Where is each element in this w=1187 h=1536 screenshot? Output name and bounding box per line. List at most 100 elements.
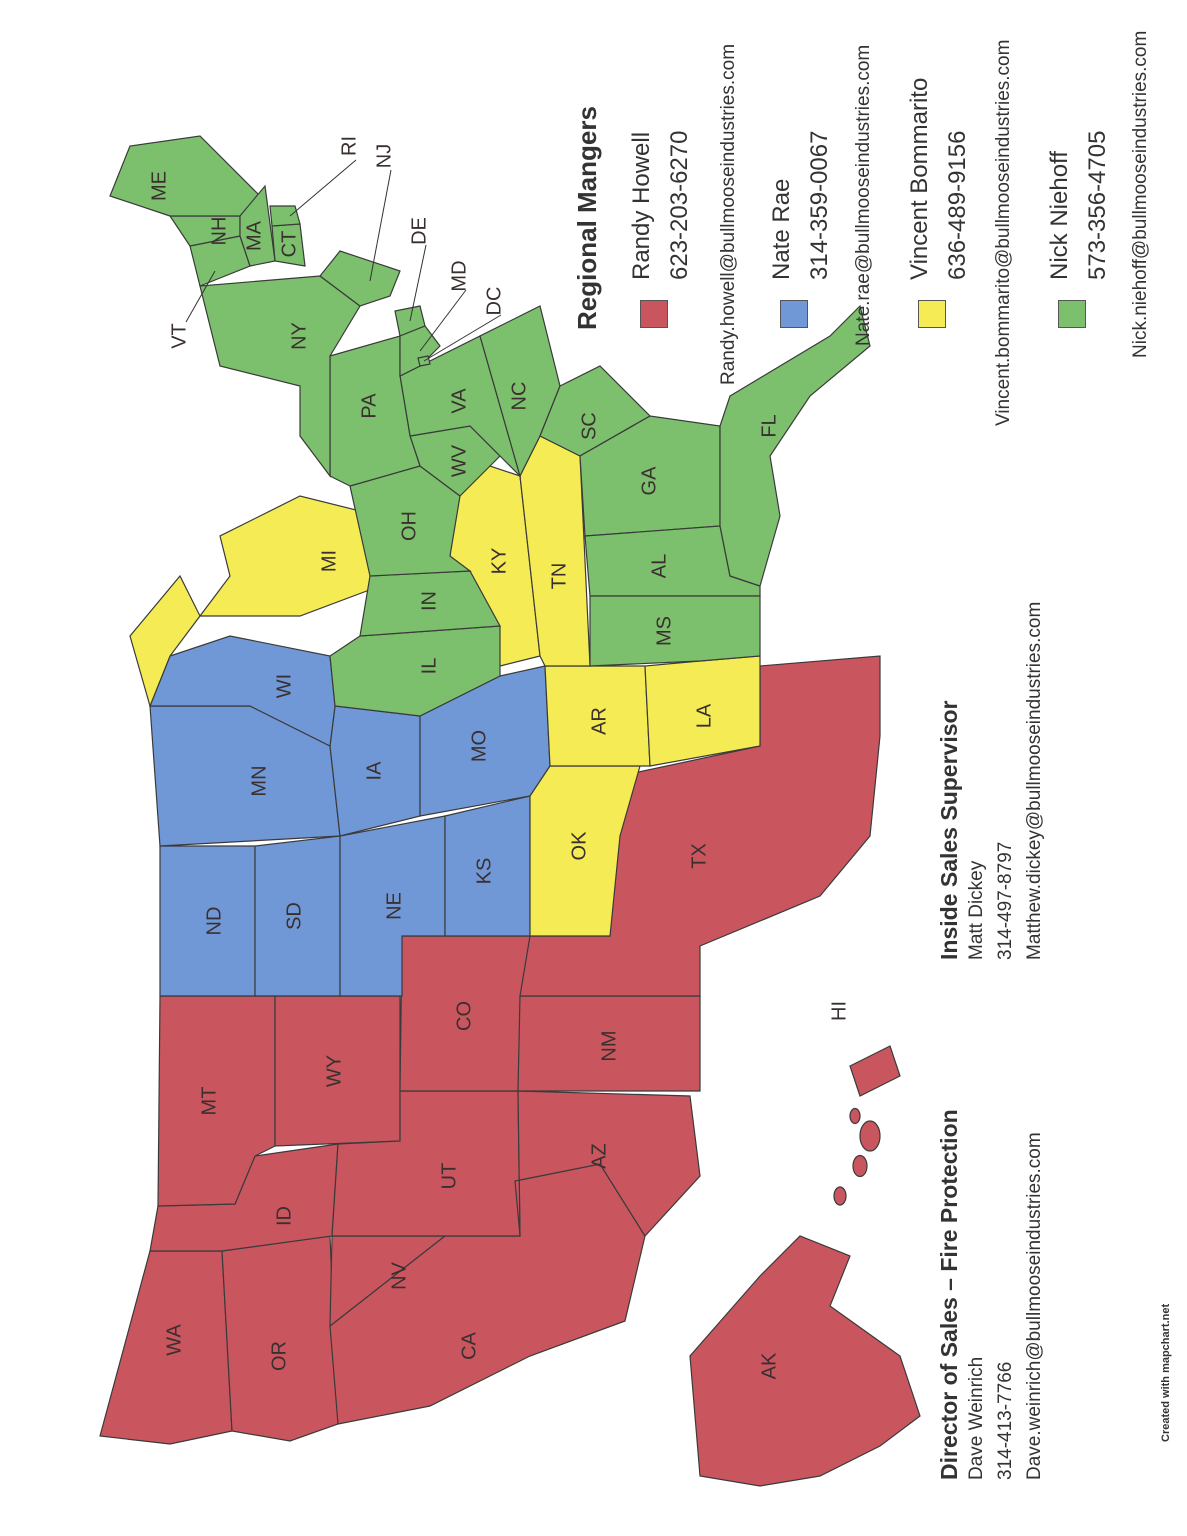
- state-nj[interactable]: [319, 250, 401, 307]
- state-label-de: DE: [408, 217, 430, 245]
- state-label-tn: TN: [548, 563, 570, 590]
- state-hi[interactable]: [849, 1045, 901, 1097]
- manager-email[interactable]: Nate.rae@bullmooseindustries.com: [853, 44, 874, 346]
- state-label-me: ME: [148, 171, 170, 201]
- manager-email[interactable]: Vincent.bommarito@bullmooseindustries.co…: [993, 39, 1014, 426]
- state-label-dc: DC: [483, 287, 505, 316]
- leader-line: [289, 159, 357, 217]
- manager-phone: 636-489-9156: [944, 130, 971, 280]
- state-label-id: ID: [273, 1206, 295, 1226]
- state-ms[interactable]: [589, 595, 761, 667]
- state-label-or: OR: [268, 1341, 290, 1371]
- state-label-ne: NE: [383, 892, 405, 920]
- director-email[interactable]: Dave.weinrich@bullmooseindustries.com: [1024, 1132, 1045, 1480]
- state-label-va: VA: [448, 388, 470, 414]
- hawaii-island[interactable]: [859, 1120, 881, 1152]
- state-label-wy: WY: [323, 1055, 345, 1087]
- state-label-ri: RI: [338, 136, 360, 156]
- leader-line: [369, 169, 392, 282]
- state-label-in: IN: [418, 591, 440, 611]
- director-name: Dave Weinrich: [966, 1356, 987, 1480]
- director-title: Director of Sales – Fire Protection: [936, 1109, 962, 1480]
- state-label-mt: MT: [198, 1087, 220, 1116]
- state-label-ia: IA: [363, 761, 385, 781]
- state-label-wi: WI: [273, 674, 295, 698]
- state-label-nj: NJ: [373, 144, 395, 168]
- manager-phone: 573-356-4705: [1084, 130, 1111, 280]
- leader-line: [423, 314, 502, 362]
- state-label-mn: MN: [248, 765, 270, 796]
- inside-sales-email[interactable]: Matthew.dickey@bullmooseindustries.com: [1024, 601, 1045, 960]
- state-fl[interactable]: [719, 304, 871, 587]
- state-label-md: MD: [448, 260, 470, 291]
- manager-email[interactable]: Nick.niehoff@bullmooseindustries.com: [1130, 30, 1151, 358]
- leader-line: [409, 244, 427, 322]
- state-ri[interactable]: [269, 205, 301, 227]
- state-il[interactable]: [329, 625, 501, 717]
- state-label-pa: PA: [358, 393, 380, 419]
- inside-sales-phone: 314-497-8797: [995, 841, 1016, 960]
- hawaii-island[interactable]: [852, 1154, 868, 1178]
- manager-phone: 623-203-6270: [666, 130, 693, 280]
- state-label-nd: ND: [203, 907, 225, 936]
- hawaii-island[interactable]: [833, 1186, 847, 1206]
- state-label-la: LA: [693, 703, 715, 728]
- manager-name: Vincent Bommarito: [906, 77, 933, 280]
- legend-title: Regional Mangers: [572, 106, 602, 330]
- state-label-ut: UT: [438, 1163, 460, 1190]
- hawaii-island[interactable]: [849, 1107, 861, 1125]
- state-label-ma: MA: [243, 220, 265, 251]
- state-ak[interactable]: [689, 1235, 921, 1487]
- map-credit: Created with mapchart.net: [1160, 1303, 1172, 1442]
- inside-sales-name: Matt Dickey: [966, 860, 987, 960]
- state-nc[interactable]: [479, 305, 561, 478]
- manager-email[interactable]: Randy.howell@bullmooseindustries.com: [718, 43, 739, 385]
- state-label-tx: TX: [688, 843, 710, 869]
- state-label-sd: SD: [283, 902, 305, 930]
- state-sc[interactable]: [539, 365, 651, 457]
- state-label-az: AZ: [588, 1143, 610, 1169]
- legend-swatch-red: [640, 300, 668, 328]
- manager-phone: 314-359-0067: [806, 130, 833, 280]
- state-label-il: IL: [418, 658, 440, 675]
- state-label-nv: NV: [388, 1261, 410, 1289]
- inside-sales-title: Inside Sales Supervisor: [936, 700, 962, 960]
- director-phone: 314-413-7766: [995, 1361, 1016, 1480]
- state-label-ny: NY: [288, 322, 310, 350]
- state-me[interactable]: [109, 135, 261, 217]
- state-label-mi: MI: [318, 550, 340, 572]
- state-or[interactable]: [221, 1235, 339, 1442]
- state-label-wa: WA: [163, 1324, 185, 1356]
- leader-line: [185, 270, 216, 323]
- legend-swatch-green: [1058, 300, 1086, 328]
- state-label-ct: CT: [278, 231, 300, 258]
- state-label-vt: VT: [168, 323, 190, 349]
- state-az[interactable]: [514, 1090, 701, 1237]
- state-label-ar: AR: [588, 707, 610, 735]
- state-mi[interactable]: [198, 495, 381, 617]
- state-label-ga: GA: [638, 466, 660, 496]
- leader-line: [419, 289, 467, 352]
- state-label-nh: NH: [208, 217, 230, 246]
- state-label-ok: OK: [568, 831, 590, 861]
- manager-name: Nate Rae: [768, 178, 795, 280]
- state-label-mo: MO: [468, 730, 490, 762]
- state-label-fl: FL: [758, 414, 780, 437]
- state-label-ca: CA: [458, 1331, 480, 1359]
- state-label-ks: KS: [473, 858, 495, 885]
- state-label-ak: AK: [758, 1352, 780, 1379]
- legend-swatch-yellow: [918, 300, 946, 328]
- state-label-al: AL: [648, 554, 670, 578]
- state-label-sc: SC: [578, 412, 600, 440]
- manager-name: Randy Howell: [628, 131, 655, 280]
- state-ma[interactable]: [239, 184, 276, 267]
- state-label-co: CO: [453, 1001, 475, 1031]
- state-label-ms: MS: [653, 616, 675, 646]
- legend-swatch-blue: [780, 300, 808, 328]
- state-label-ky: KY: [488, 548, 510, 575]
- state-label-oh: OH: [398, 511, 420, 541]
- state-label-nc: NC: [508, 382, 530, 411]
- state-mi-upper-peninsula[interactable]: [129, 574, 201, 708]
